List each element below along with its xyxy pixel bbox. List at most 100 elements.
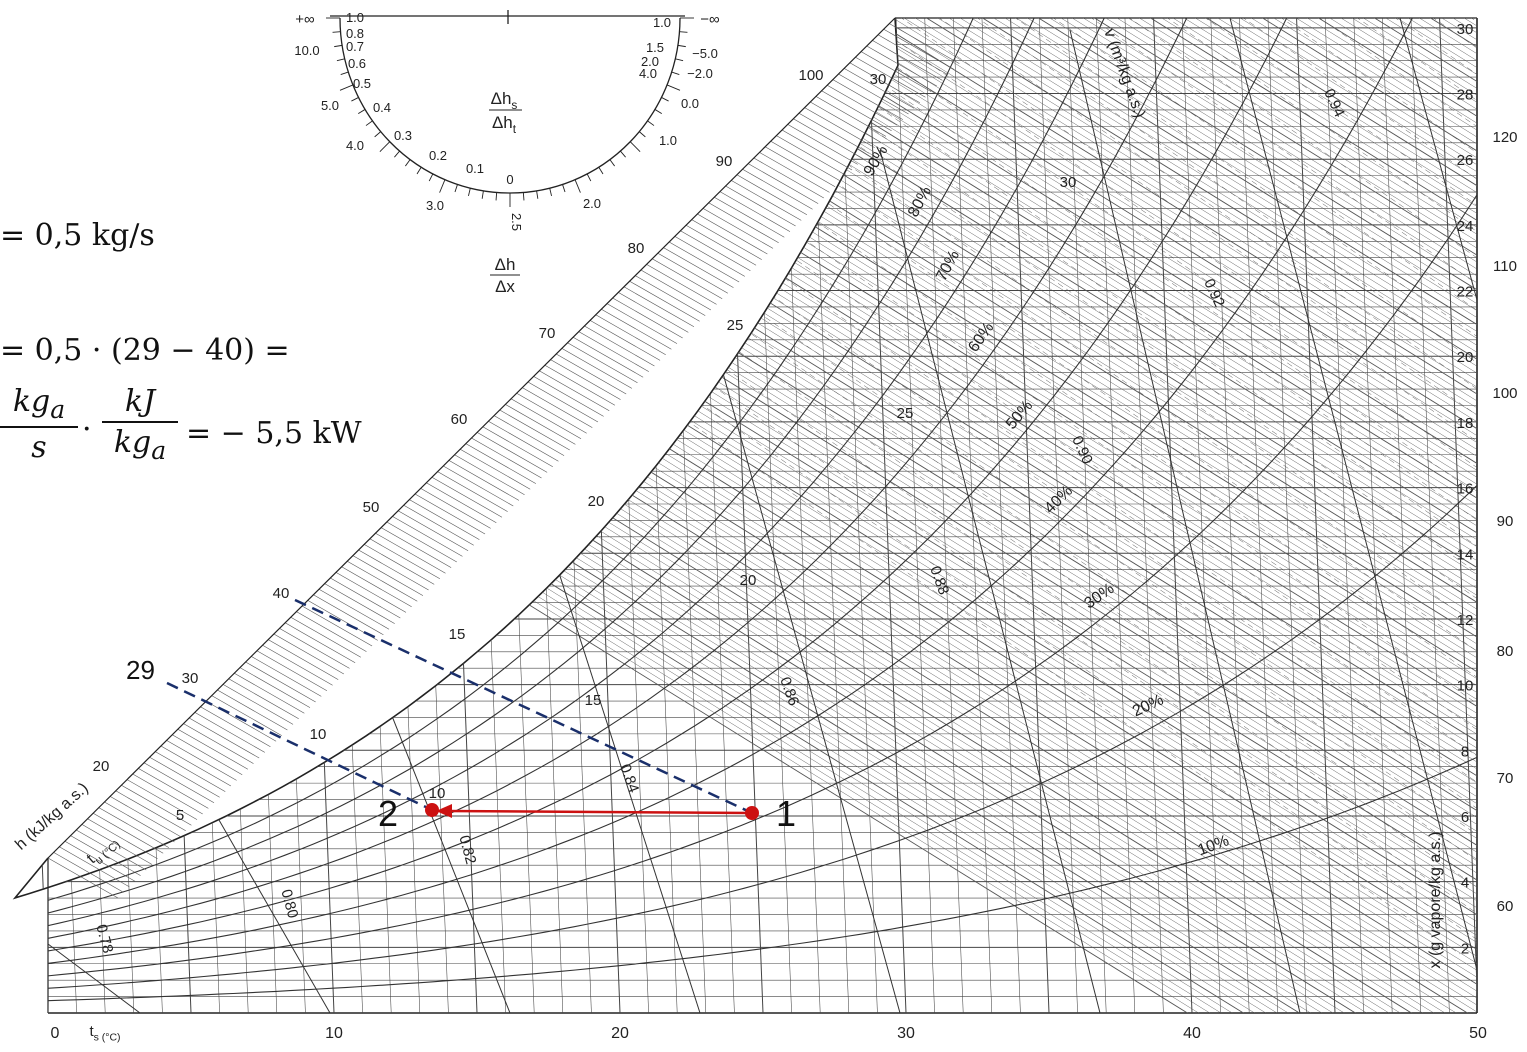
humidity-axis-title: x (g vapore/kg a.s.): [1427, 832, 1444, 969]
enthalpy-scale-tick: [680, 230, 751, 272]
enthalpy-scale-tick: [567, 342, 638, 384]
formula-result: = − 5,5 kW: [186, 416, 362, 451]
drybulb-line: [924, 18, 964, 1013]
enthalpy-scale-tick: [832, 79, 904, 120]
enthalpy-line: [1116, 18, 1477, 1013]
wetbulb-line: [629, 18, 1477, 955]
protractor-minus-infinity: −∞: [700, 11, 720, 28]
enthalpy-scale-tick: [166, 740, 237, 781]
enthalpy-line: [713, 18, 1477, 1013]
protractor-tick: [677, 44, 686, 48]
enthalpy-line: [15, 18, 1425, 1013]
protractor-left-scale: 0.2: [429, 148, 447, 163]
enthalpy-scale-tick: [748, 163, 819, 204]
enthalpy-scale-tick: [815, 96, 887, 137]
enthalpy-scale-tick: [76, 829, 147, 871]
rh-label: 30%: [1081, 580, 1117, 612]
protractor-tick: [661, 97, 669, 102]
enthalpy-line: [1015, 18, 1477, 1013]
humidity-tick-label: 22: [1457, 284, 1474, 301]
enthalpy-line: [993, 18, 1477, 1013]
protractor-tick: [675, 58, 684, 62]
enthalpy-scale-tick: [189, 717, 260, 759]
protractor-tick: [332, 31, 341, 33]
enthalpy-scale-tick: [702, 208, 774, 249]
enthalpy-scale-tick: [465, 443, 537, 484]
rh-curve: [18, 154, 1477, 980]
enthalpy-scale-tick: [623, 286, 695, 328]
enthalpy-line: [478, 18, 1477, 1013]
enthalpy-scale-tick: [273, 633, 345, 675]
enthalpy-scale-tick: [505, 404, 576, 445]
enthalpy-line: [1094, 18, 1477, 1013]
enthalpy-scale-tick: [589, 320, 661, 361]
volume-label: 0.80: [277, 888, 301, 921]
protractor-tick: [374, 131, 382, 138]
enthalpy-line: [30, 18, 1477, 1013]
enthalpy-scale-tick: [476, 432, 548, 473]
protractor-tick: [671, 71, 680, 75]
enthalpy-scale-tick: [228, 678, 299, 720]
enthalpy-line: [1172, 18, 1477, 1013]
enthalpy-scale-tick: [860, 51, 932, 92]
enthalpy-line: [1083, 18, 1477, 1013]
enthalpy-scale-tick: [556, 353, 627, 395]
drybulb-line: [1181, 18, 1221, 1013]
enthalpy-line: [15, 18, 1413, 1013]
grid-interior: [15, 18, 1477, 1013]
enthalpy-line: [1049, 18, 1477, 1013]
enthalpy-diag-label: 30: [182, 670, 199, 687]
enthalpy-diag-label: 20: [93, 758, 110, 775]
enthalpy-line: [1463, 18, 1477, 1013]
enthalpy-scale-tick: [781, 129, 853, 171]
protractor-tick: [609, 159, 615, 167]
enthalpy-line: [926, 18, 1477, 1013]
rh-label: 20%: [1130, 691, 1166, 720]
enthalpy-line: [881, 18, 1477, 1013]
protractor-right-outer: 1.0: [659, 133, 677, 148]
rh-curve: [18, 448, 1477, 991]
wetbulb-line: [173, 18, 1477, 955]
point-1-marker: [745, 806, 759, 820]
volume-label: 0.78: [92, 923, 116, 956]
enthalpy-scale-tick: [691, 219, 762, 260]
enthalpy-line: [847, 18, 1477, 1013]
enthalpy-line: [903, 18, 1477, 1013]
enthalpy-scale-tick: [431, 476, 503, 518]
enthalpy-scale-tick: [279, 628, 350, 669]
enthalpy-scale-tick: [550, 359, 621, 400]
drybulb-line: [180, 18, 220, 1013]
enthalpy-axis-title: h (kJ/kg a.s.): [12, 780, 91, 854]
drybulb-line: [895, 18, 935, 1013]
protractor-left-outer: 3.0: [426, 198, 444, 213]
enthalpy-scale-tick: [618, 292, 689, 333]
protractor-tick: [495, 192, 498, 201]
drybulb-line: [266, 18, 306, 1013]
protractor-right-outer: −5.0: [692, 46, 718, 61]
wetbulb-line: [97, 18, 1477, 955]
wetbulb-inner-label: 30: [1060, 174, 1077, 191]
enthalpy-line: [15, 18, 1477, 1013]
enthalpy-scale-tick: [510, 398, 582, 440]
enthalpy-scale-tick: [251, 656, 322, 697]
drybulb-line: [638, 18, 678, 1013]
enthalpy-line: [1239, 18, 1477, 1013]
enthalpy-29-label: 29: [126, 655, 155, 685]
enthalpy-29-line: [166, 681, 433, 812]
protractor-tick: [454, 184, 458, 193]
enthalpy-scale-tick: [296, 611, 367, 652]
enthalpy-outer-label: 120: [1492, 129, 1517, 146]
protractor-tick: [379, 141, 391, 152]
enthalpy-scale-tick: [719, 191, 791, 232]
wetbulb-line: [743, 18, 1477, 955]
enthalpy-scale-tick: [149, 756, 220, 798]
enthalpy-scale-tick: [143, 762, 215, 804]
temperature-tick-label: 0: [51, 1025, 60, 1042]
cooling-process-line: [445, 809, 753, 815]
drybulb-line: [552, 18, 592, 1013]
drybulb-axis-title: ts (°C): [89, 1023, 120, 1044]
enthalpy-scale-tick: [138, 768, 209, 809]
protractor: +∞ −∞1.00.80.70.60.50.40.30.20.1010.05.04…: [294, 10, 720, 296]
enthalpy-line: [635, 18, 1477, 1013]
